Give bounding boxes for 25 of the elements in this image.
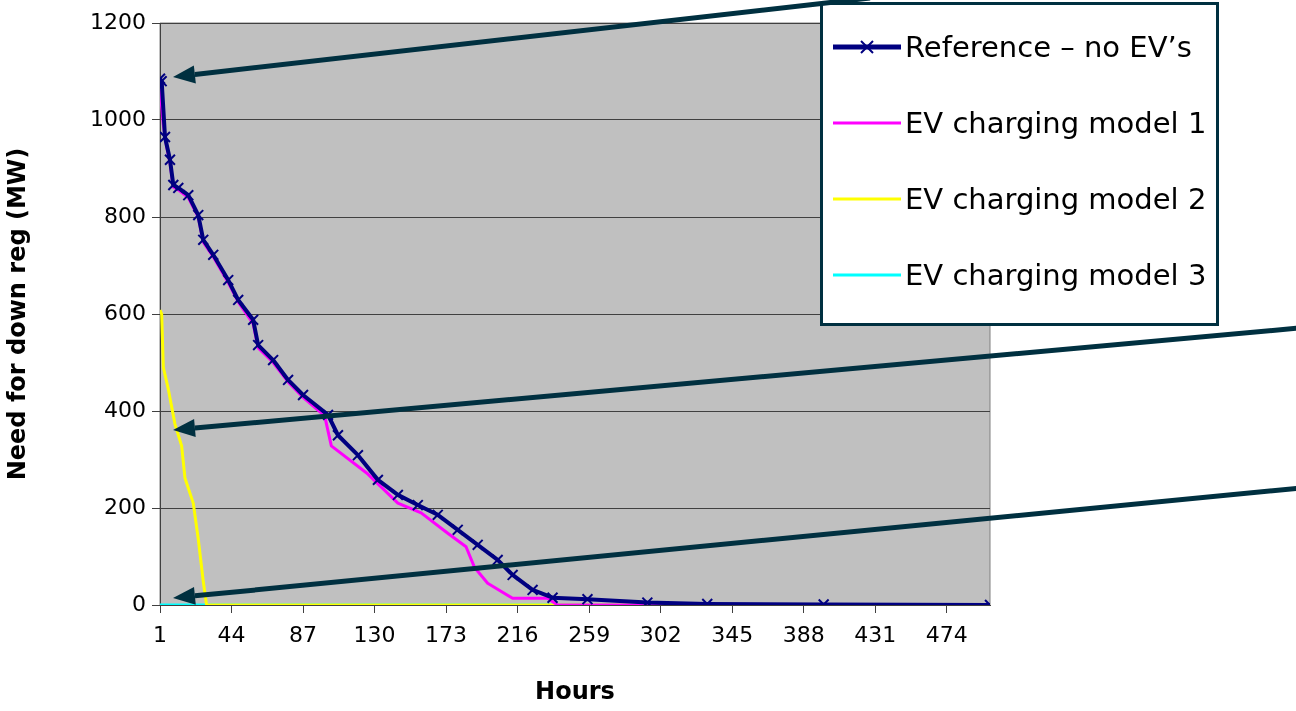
- x-tick-label: 345: [711, 621, 754, 647]
- y-tick-label: 600: [104, 299, 146, 325]
- x-tick-label: 474: [925, 621, 968, 647]
- y-tick-label: 400: [104, 396, 146, 422]
- y-axis-title: Need for down reg (MW): [2, 147, 31, 481]
- x-tick-label: 130: [353, 621, 396, 647]
- x-axis-title: Hours: [535, 676, 615, 705]
- y-tick-label: 1200: [90, 8, 146, 34]
- legend-label: EV charging model 1: [905, 105, 1207, 142]
- x-tick-label: 87: [289, 621, 318, 647]
- y-tick-label: 800: [104, 202, 146, 228]
- y-tick-label: 200: [104, 493, 146, 519]
- legend-label: Reference – no EV’s: [905, 29, 1192, 66]
- x-tick-label: 216: [496, 621, 539, 647]
- x-tick-label: 1: [153, 621, 167, 647]
- x-tick-label: 431: [854, 621, 897, 647]
- y-tick-label: 1000: [90, 105, 146, 131]
- x-tick-label: 44: [217, 621, 246, 647]
- x-tick-label: 388: [782, 621, 825, 647]
- legend-label: EV charging model 2: [905, 181, 1207, 218]
- x-tick-label: 259: [568, 621, 611, 647]
- x-tick-label: 302: [639, 621, 682, 647]
- legend-label: EV charging model 3: [905, 257, 1207, 294]
- x-tick-label: 173: [425, 621, 468, 647]
- y-tick-label: 0: [132, 590, 146, 616]
